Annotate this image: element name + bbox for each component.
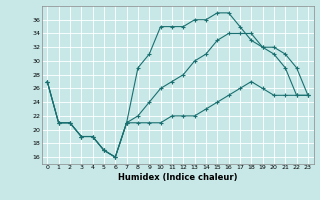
X-axis label: Humidex (Indice chaleur): Humidex (Indice chaleur) — [118, 173, 237, 182]
